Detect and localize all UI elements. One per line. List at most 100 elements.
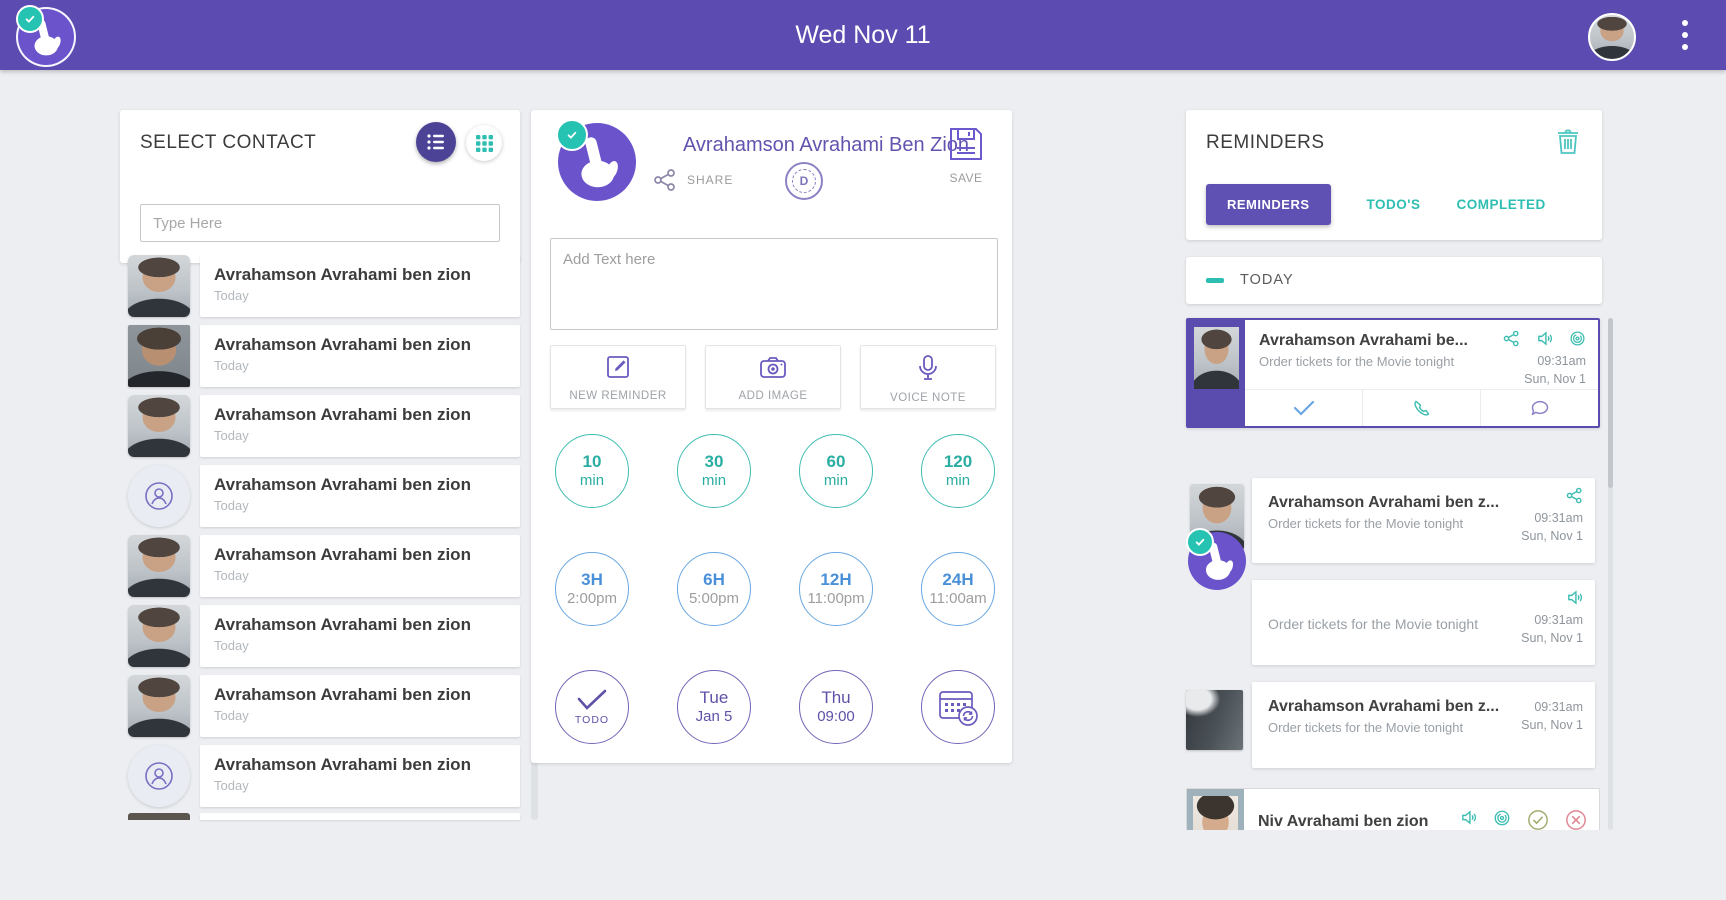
reminder-avatar [1193,796,1238,830]
contact-avatar [128,325,190,387]
add-image-button[interactable]: ADD IMAGE [705,345,841,409]
save-button[interactable]: SAVE [936,124,996,185]
custom-date-picker-button[interactable] [921,670,995,744]
grid-view-toggle[interactable] [466,125,502,161]
today-label: TODAY [1240,272,1294,288]
spiral-icon[interactable] [1493,809,1511,827]
contact-name: Avrahamson Avrahami ben zion [214,335,471,354]
reminder-text-input[interactable] [550,238,998,330]
volume-icon[interactable] [1460,809,1477,826]
reminder-title: Niv Avrahami ben zion [1258,813,1429,830]
volume-icon[interactable] [1536,330,1553,347]
spiral-icon[interactable] [1569,330,1586,347]
reminder-image-thumbnail [1186,690,1243,750]
contact-name: Avrahamson Avrahami ben zion [214,405,471,424]
dismiss-icon[interactable] [1565,809,1587,830]
reminders-scrollbar[interactable] [1608,318,1613,830]
camera-icon [760,357,786,378]
quick-time-120min[interactable]: 120 min [921,434,995,508]
contact-subtitle: Today [214,428,249,443]
share-button[interactable]: SHARE [653,168,733,192]
app-logo[interactable] [16,5,76,67]
microphone-icon [919,355,937,380]
reminder-date: Sun, Nov 1 [1524,372,1586,387]
contact-avatar [128,255,190,317]
reminder-date: Sun, Nov 1 [1521,529,1583,544]
contact-avatar [128,605,190,667]
contact-row[interactable]: Avrahamson Avrahami ben zion Today [120,535,520,597]
share-icon[interactable] [1566,487,1583,504]
reminder-title: Avrahamson Avrahami ben z... [1268,494,1500,511]
quick-time-10min[interactable]: 10 min [555,434,629,508]
quick-time-30min[interactable]: 30 min [677,434,751,508]
contact-row[interactable]: Avrahamson Avrahami ben zion Today [120,675,520,737]
check-badge-icon [16,5,44,33]
overflow-menu-icon[interactable] [1682,20,1688,52]
todo-circle-button[interactable]: TODO [555,670,629,744]
mark-done-button[interactable] [1245,390,1362,426]
person-icon [145,482,173,510]
reminder-card[interactable]: Avrahamson Avrahami ben z... Order ticke… [1252,682,1595,768]
quick-time-6h[interactable]: 6H 5:00pm [677,552,751,626]
contact-row[interactable]: Avrahamson Avrahami ben zion Today [120,325,520,387]
quick-time-60min[interactable]: 60 min [799,434,873,508]
contact-search-input[interactable] [140,204,500,242]
reminder-card[interactable]: Avrahamson Avrahami ben z... Order ticke… [1252,478,1595,563]
tab-reminders[interactable]: REMINDERS [1206,184,1331,225]
reminder-card-clipped[interactable]: Niv Avrahami ben zion [1186,788,1600,830]
date-circle-button[interactable]: Tue Jan 5 [677,670,751,744]
approve-icon[interactable] [1527,809,1549,830]
collapse-icon[interactable] [1206,278,1224,283]
message-button[interactable] [1480,390,1598,426]
contact-name: Avrahamson Avrahami ben zion [214,685,471,704]
contact-row[interactable]: Avrahamson Avrahami ben zion Today [120,745,520,807]
reminder-date: Sun, Nov 1 [1521,718,1583,733]
select-contact-title: SELECT CONTACT [140,132,317,153]
quick-time-3h[interactable]: 3H 2:00pm [555,552,629,626]
contact-row-clipped [200,813,520,820]
contact-row[interactable]: Avrahamson Avrahami ben zion Today [120,395,520,457]
voice-note-button[interactable]: VOICE NOTE [860,345,996,409]
voice-note-label: VOICE NOTE [890,392,966,404]
share-icon[interactable] [1503,330,1520,347]
time-circle-button[interactable]: Thu 09:00 [799,670,873,744]
reminder-card-selected[interactable]: Avrahamson Avrahami be... Order tickets … [1186,318,1600,428]
check-badge-icon [556,119,588,151]
save-label: SAVE [949,171,983,185]
phone-icon [1414,400,1430,416]
contact-subtitle: Today [214,288,249,303]
tab-todos[interactable]: TODO'S [1366,197,1421,212]
reminder-time: 09:31am [1534,700,1583,714]
quick-time-24h[interactable]: 24H 11:00am [921,552,995,626]
contact-name: Avrahamson Avrahami ben zion [214,265,471,284]
reminder-avatar-logo [1186,528,1246,590]
contact-row[interactable]: Avrahamson Avrahami ben zion Today [120,605,520,667]
volume-icon[interactable] [1566,589,1583,606]
contact-name: Avrahamson Avrahami ben zion [214,755,471,774]
save-icon [950,128,982,160]
brand-d-icon[interactable]: D [785,162,823,200]
contact-row[interactable]: Avrahamson Avrahami ben zion Today [120,465,520,527]
contact-avatar-placeholder [128,745,190,807]
contact-row-clipped [128,813,190,820]
delete-all-button[interactable] [1556,128,1580,161]
call-button[interactable] [1362,390,1480,426]
list-view-toggle[interactable] [416,122,456,162]
contact-name: Avrahamson Avrahami ben zion [214,475,471,494]
reminder-title: Avrahamson Avrahami ben z... [1268,698,1500,715]
reminder-detail-panel: Avrahamson Avrahami Ben Zion SHARE D [531,110,1012,763]
contact-subtitle: Today [214,358,249,373]
selected-strip [1188,320,1245,426]
today-section-header[interactable]: TODAY [1186,257,1602,304]
add-image-label: ADD IMAGE [738,390,808,402]
user-avatar[interactable] [1588,13,1636,61]
tab-completed[interactable]: COMPLETED [1456,197,1546,212]
quick-time-12h[interactable]: 12H 11:00pm [799,552,873,626]
reminder-card[interactable]: Order tickets for the Movie tonight 09:3… [1252,580,1595,665]
new-reminder-button[interactable]: NEW REMINDER [550,345,686,409]
contact-logo-avatar [556,119,636,201]
contact-subtitle: Today [214,498,249,513]
contact-avatar-placeholder [128,465,190,527]
contact-row[interactable]: Avrahamson Avrahami ben zion Today [120,255,520,317]
